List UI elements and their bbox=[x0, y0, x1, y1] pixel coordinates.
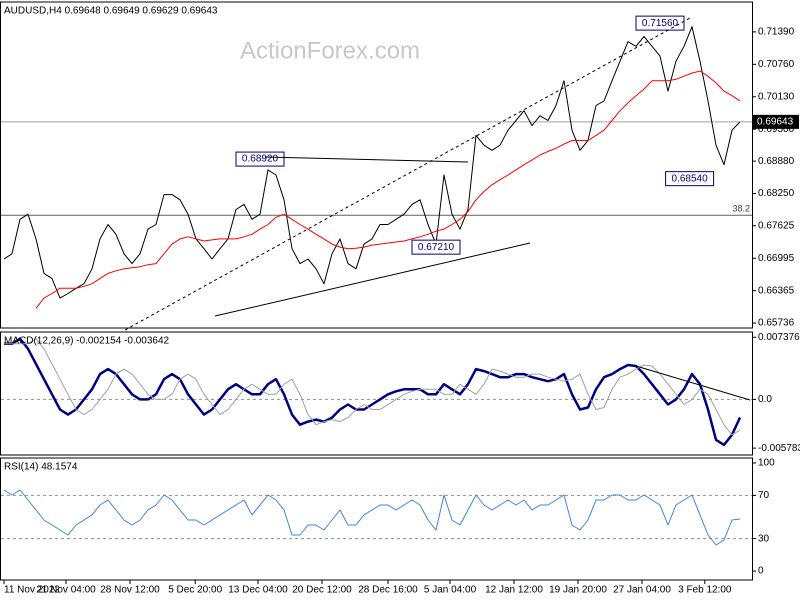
panel-title: AUDUSD,H4 0.69648 0.69649 0.69629 0.6964… bbox=[4, 6, 218, 17]
panel-title: MACD(12,26,9) -0.002154 -0.003642 bbox=[4, 336, 170, 347]
y-tick-label: 0.66995 bbox=[758, 253, 795, 264]
panel-frame bbox=[0, 331, 753, 456]
macd-trend-line bbox=[635, 365, 751, 401]
y-tick-label: 0.68880 bbox=[758, 156, 795, 167]
x-tick-label: 3 Feb 12:00 bbox=[678, 585, 732, 596]
y-tick-label: 0.71390 bbox=[758, 27, 795, 38]
price-annotation: 0.68540 bbox=[672, 173, 709, 184]
y-tick-label: 100 bbox=[758, 458, 775, 469]
y-tick-label: 0.68250 bbox=[758, 188, 795, 199]
series-line bbox=[35, 70, 741, 309]
y-tick-label: 0.007376 bbox=[758, 332, 800, 343]
series-line bbox=[4, 338, 741, 436]
x-tick-label: 20 Dec 12:00 bbox=[292, 585, 352, 596]
y-tick-label: 0 bbox=[758, 566, 764, 577]
x-tick-label: 19 Jan 20:00 bbox=[549, 585, 607, 596]
price-annotation: 0.68920 bbox=[242, 154, 279, 165]
price-annotation: 0.67210 bbox=[418, 242, 455, 253]
fib-label: 38.2 bbox=[732, 204, 750, 214]
y-tick-label: 0.70760 bbox=[758, 59, 795, 70]
x-tick-label: 5 Dec 20:00 bbox=[168, 585, 222, 596]
price-annotation: 0.71560 bbox=[642, 18, 679, 29]
y-tick-label: 70 bbox=[758, 490, 770, 501]
x-tick-label: 21 Nov 04:00 bbox=[36, 585, 96, 596]
support-line bbox=[214, 242, 531, 317]
x-tick-label: 28 Dec 16:00 bbox=[358, 585, 418, 596]
watermark: ActionForex.com bbox=[240, 37, 420, 64]
y-tick-label: -0.005783 bbox=[758, 443, 800, 454]
last-price-box bbox=[753, 114, 799, 129]
last-price-label: 0.69643 bbox=[757, 116, 794, 127]
panel-frame bbox=[0, 1, 753, 329]
y-tick-label: 0.66365 bbox=[758, 285, 795, 296]
x-tick-label: 5 Jan 04:00 bbox=[424, 585, 477, 596]
y-tick-label: 0.70130 bbox=[758, 91, 795, 102]
resistance-line bbox=[264, 156, 469, 163]
panel-frame bbox=[0, 457, 753, 581]
price-annotation-box bbox=[665, 171, 715, 187]
y-tick-label: 0.65736 bbox=[758, 318, 795, 329]
y-tick-label: 0.67625 bbox=[758, 220, 795, 231]
series-line bbox=[3, 489, 741, 546]
y-tick-label: 30 bbox=[758, 533, 770, 544]
x-tick-label: 27 Jan 04:00 bbox=[613, 585, 671, 596]
x-tick-label: 13 Dec 04:00 bbox=[228, 585, 288, 596]
x-tick-label: 28 Nov 12:00 bbox=[100, 585, 160, 596]
x-tick-label: 12 Jan 12:00 bbox=[485, 585, 543, 596]
x-tick-label: 11 Nov 2022 bbox=[4, 585, 60, 596]
y-tick-label: 0.69500 bbox=[758, 124, 795, 135]
price-annotation-box bbox=[635, 15, 685, 31]
y-tick-label: 0.0 bbox=[758, 394, 772, 405]
series-line bbox=[3, 26, 741, 299]
price-annotation-box bbox=[235, 151, 285, 167]
series-line bbox=[4, 337, 742, 447]
panel-title: RSI(14) 48.1574 bbox=[4, 462, 78, 473]
price-annotation-box bbox=[411, 239, 461, 255]
